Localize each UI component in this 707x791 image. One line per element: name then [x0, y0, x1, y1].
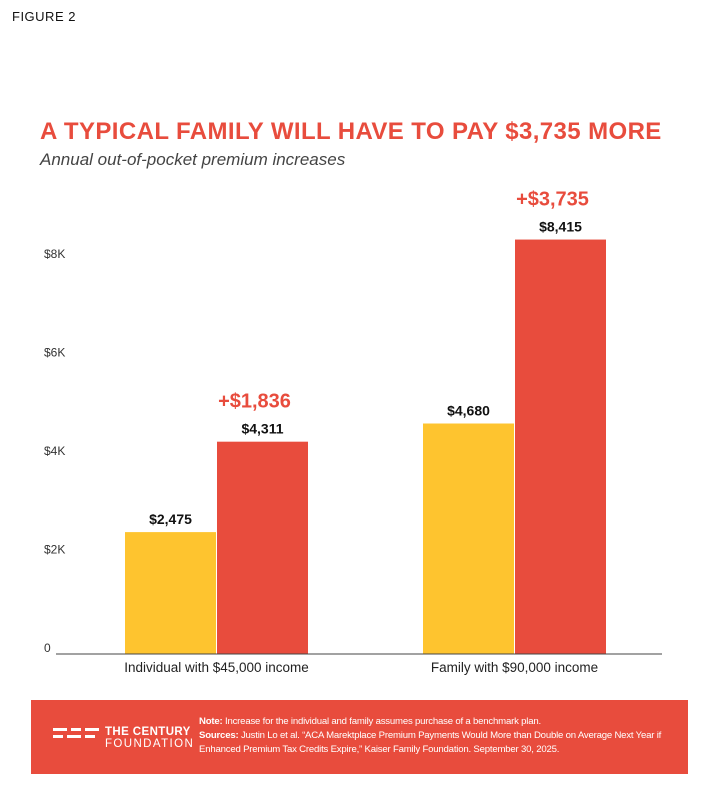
- chart-title: A TYPICAL FAMILY WILL HAVE TO PAY $3,735…: [40, 118, 662, 145]
- century-foundation-logo: THE CENTURY FOUNDATION: [53, 726, 213, 750]
- figure-label: FIGURE 2: [12, 9, 76, 24]
- y-tick-label: $2K: [44, 543, 65, 557]
- bar-value-label: $4,680: [447, 403, 490, 419]
- bar-value-label: $2,475: [149, 511, 192, 527]
- x-category-label: Family with $90,000 income: [431, 660, 598, 675]
- increase-label: +$1,836: [218, 391, 291, 413]
- bar-chart: 0 $2K $4K $6K $8K $2,475 $4,311 +$1,836 Individu…: [44, 189, 662, 675]
- sources-label: Sources:: [199, 730, 239, 741]
- y-tick-label: $4K: [44, 444, 65, 458]
- y-tick-label: 0: [44, 641, 51, 655]
- bar-current-1: [423, 423, 514, 654]
- sources-line: Sources: Justin Lo et al. “ACA Marektpla…: [199, 729, 679, 757]
- bar-expired-0: [217, 441, 308, 654]
- bar-current-0: [125, 532, 216, 654]
- bar-expired-1: [515, 239, 606, 654]
- footer-notes: Note: Increase for the individual and fa…: [199, 715, 679, 757]
- x-category-label: Individual with $45,000 income: [124, 660, 309, 675]
- note-line: Note: Increase for the individual and fa…: [199, 715, 679, 729]
- bar-value-label: $4,311: [241, 421, 283, 437]
- bar-value-label: $8,415: [539, 219, 582, 235]
- chart-subtitle: Annual out-of-pocket premium increases: [40, 150, 346, 169]
- y-tick-label: $6K: [44, 346, 65, 360]
- note-label: Note:: [199, 716, 223, 727]
- logo-line-1: THE CENTURY: [105, 726, 191, 738]
- note-text: Increase for the individual and family a…: [224, 716, 541, 727]
- logo-line-2: FOUNDATION: [105, 738, 195, 750]
- footer-banner: THE CENTURY FOUNDATION Note: Increase fo…: [31, 700, 688, 774]
- y-tick-label: $8K: [44, 247, 65, 261]
- increase-label: +$3,735: [516, 189, 589, 211]
- sources-text: Justin Lo et al. “ACA Marektplace Premiu…: [199, 730, 662, 755]
